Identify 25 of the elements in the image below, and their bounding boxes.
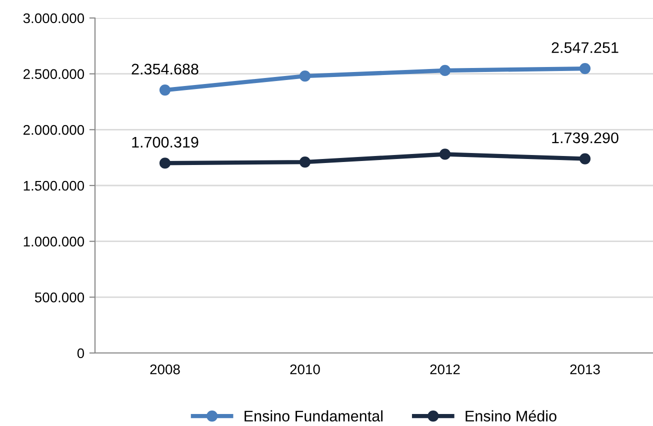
data-label: 2.354.688 [132,64,198,75]
data-label: 1.739.290 [552,132,618,144]
y-tick-label: 2.000.000 [24,125,84,135]
point [439,148,451,160]
point [159,84,171,96]
point [579,153,591,164]
x-tick-label: 2008 [150,364,180,374]
point [439,64,451,76]
point [159,158,171,169]
y-tick-label: 1.000.000 [24,236,84,247]
y-tick-label: 1.500.000 [24,180,84,191]
point [299,70,311,82]
y-tick-label: 2.500.000 [24,69,84,80]
x-tick-label: 2012 [430,364,460,374]
data-label: 2.547.251 [552,42,618,54]
point [299,156,311,168]
y-tick-label: 3.000.000 [23,13,84,24]
y-tick-label: 500.000 [34,292,84,302]
legend-label: Ensino Fundamental [244,410,382,422]
point [579,63,591,74]
x-tick-label: 2013 [570,364,600,374]
data-label: 1.700.319 [132,136,198,148]
legend-label: Ensino Médio [466,410,556,422]
x-tick-label: 2010 [290,364,320,374]
y-tick-label: 0 [77,348,84,358]
